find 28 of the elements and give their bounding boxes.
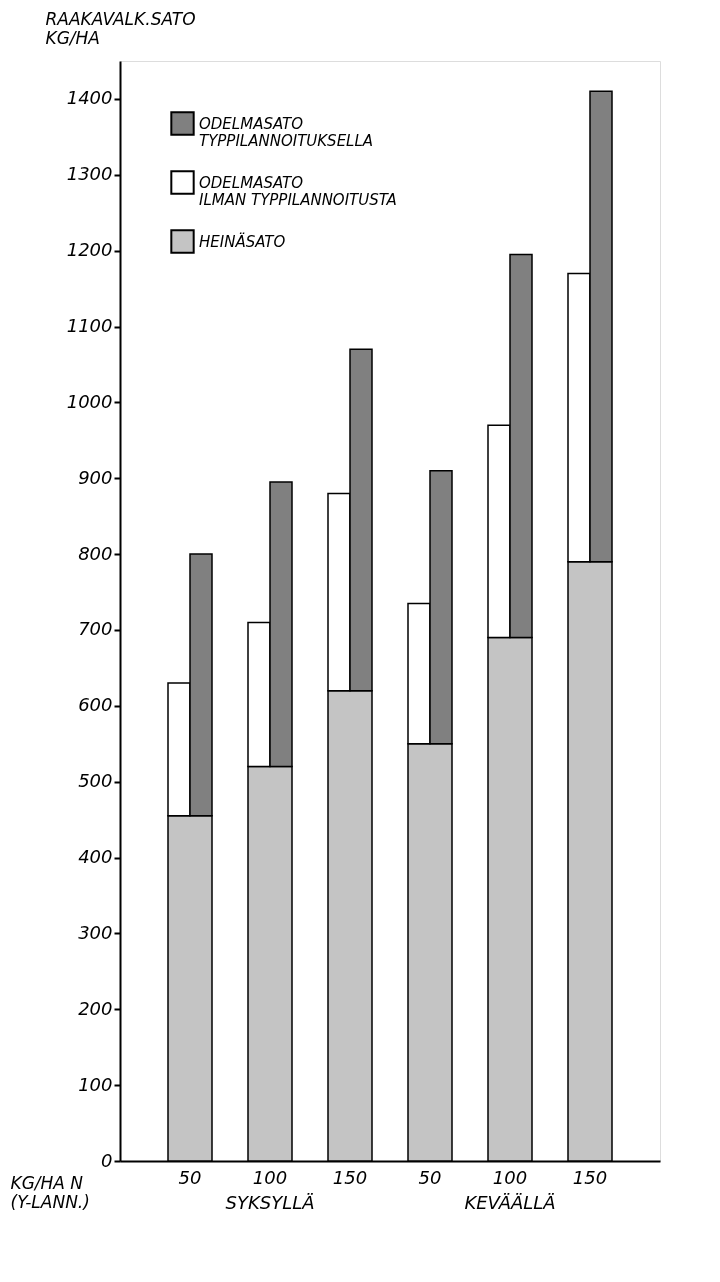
y-tick-label: 400 bbox=[78, 846, 113, 868]
text: KEVÄÄLLÄ bbox=[464, 1192, 556, 1213]
y-tick-label: 0 bbox=[101, 1149, 113, 1171]
y-tick-label: 700 bbox=[78, 618, 113, 640]
x-tick-label: 150 bbox=[572, 1166, 608, 1188]
x-tick-label: 50 bbox=[418, 1166, 442, 1188]
y-tick-label: 100 bbox=[78, 1073, 113, 1095]
x-tick-label: 50 bbox=[178, 1166, 202, 1188]
y-tick-label: 500 bbox=[78, 770, 113, 792]
x-tick-label: 100 bbox=[492, 1166, 528, 1188]
y-tick-label: 1100 bbox=[66, 315, 113, 337]
y-axis-title: RAAKAVALK.SATO KG/HA bbox=[45, 8, 196, 48]
x-axis-title: KG/HA N (Y-LANN.) bbox=[10, 1172, 90, 1212]
y-tick-label: 1400 bbox=[66, 87, 113, 109]
y-tick-label: 600 bbox=[78, 694, 113, 716]
y-tick-label: 1300 bbox=[66, 163, 113, 185]
text: SYKSYLLÄ bbox=[225, 1192, 315, 1213]
x-tick-label: 150 bbox=[332, 1166, 368, 1188]
y-tick-label: 1200 bbox=[66, 239, 113, 261]
y-tick-label: 800 bbox=[78, 542, 113, 564]
legend-label: ODELMASATO ILMAN TYPPILANNOITUSTA bbox=[199, 173, 397, 209]
legend-label: HEINÄSATO bbox=[199, 231, 286, 251]
legend-label: ODELMASATO TYPPILANNOITUKSELLA bbox=[199, 114, 374, 150]
y-tick-label: 1000 bbox=[66, 390, 113, 412]
x-tick-label: 100 bbox=[252, 1166, 288, 1188]
y-tick-label: 200 bbox=[78, 997, 113, 1019]
y-tick-label: 900 bbox=[78, 466, 113, 488]
y-tick-label: 300 bbox=[78, 921, 113, 943]
